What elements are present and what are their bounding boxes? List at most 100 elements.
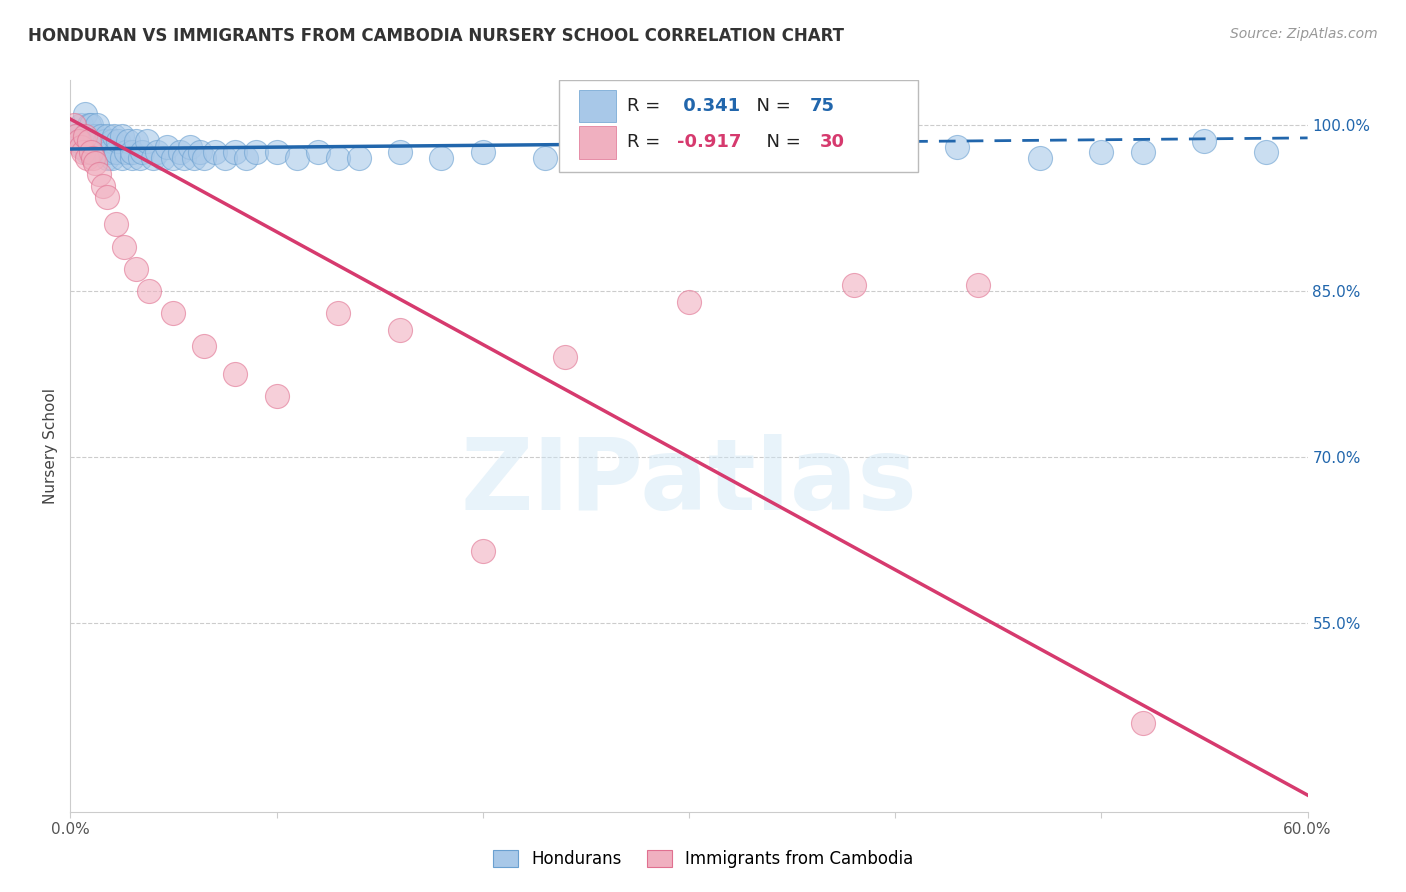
Point (1028, 151, 1050, 165)
Point (104, 218, 127, 232)
Point (1090, 145, 1112, 160)
Point (86, 134, 108, 148)
Point (82, 151, 104, 165)
Point (1256, 145, 1278, 160)
Text: ZIPatlas: ZIPatlas (461, 434, 917, 531)
Point (1194, 134, 1216, 148)
Point (73, 106, 96, 120)
Point (73, 128, 96, 143)
Point (471, 544, 494, 558)
Point (80, 140, 103, 154)
Point (96, 189, 118, 203)
Point (1132, 145, 1154, 160)
Point (131, 145, 153, 160)
Point (82, 145, 104, 160)
Point (67, 134, 90, 148)
Point (266, 389, 288, 403)
Point (111, 151, 134, 165)
Point (89, 145, 111, 160)
Text: 0.341: 0.341 (676, 97, 740, 115)
Point (842, 145, 865, 160)
Point (63, 118, 86, 132)
Point (193, 339, 215, 353)
Point (389, 145, 412, 160)
Point (162, 306, 184, 320)
Point (72, 140, 94, 154)
Point (142, 151, 165, 165)
Point (471, 145, 494, 160)
Point (224, 145, 246, 160)
Point (72, 145, 94, 160)
Point (389, 323, 412, 337)
Point (80, 145, 103, 160)
Text: R =: R = (627, 134, 666, 152)
Point (86, 118, 108, 132)
Point (533, 151, 555, 165)
Point (77, 128, 100, 143)
Legend: Hondurans, Immigrants from Cambodia: Hondurans, Immigrants from Cambodia (486, 843, 920, 875)
Point (94, 134, 117, 148)
Point (96, 151, 118, 165)
Point (103, 128, 125, 143)
Text: HONDURAN VS IMMIGRANTS FROM CAMBODIA NURSERY SCHOOL CORRELATION CHART: HONDURAN VS IMMIGRANTS FROM CAMBODIA NUR… (28, 27, 844, 45)
Text: N =: N = (755, 134, 806, 152)
Point (193, 151, 215, 165)
Point (183, 151, 205, 165)
Point (842, 278, 865, 293)
Point (121, 151, 143, 165)
Point (328, 306, 350, 320)
Point (90, 128, 112, 143)
Point (718, 151, 741, 165)
Text: 75: 75 (810, 97, 835, 115)
Point (135, 134, 157, 148)
Point (76, 151, 98, 165)
Text: R =: R = (627, 97, 666, 115)
Point (162, 151, 184, 165)
Text: N =: N = (745, 97, 796, 115)
Point (966, 278, 988, 293)
Point (214, 151, 236, 165)
Point (129, 151, 152, 165)
Point (77, 134, 100, 148)
Point (63, 128, 86, 143)
Point (98, 145, 121, 160)
Point (179, 140, 201, 154)
Point (104, 145, 127, 160)
Y-axis label: Nursery School: Nursery School (44, 388, 59, 504)
Point (245, 145, 267, 160)
Point (89, 168, 111, 182)
Point (285, 151, 308, 165)
Point (152, 151, 174, 165)
Point (1132, 716, 1154, 731)
Point (84, 156, 107, 170)
Point (115, 145, 138, 160)
Point (169, 145, 191, 160)
Point (91, 145, 114, 160)
Point (65, 128, 87, 143)
Point (224, 367, 246, 381)
Point (100, 151, 122, 165)
Text: 30: 30 (820, 134, 845, 152)
Point (307, 145, 329, 160)
Point (90, 140, 112, 154)
Point (347, 151, 370, 165)
Point (80, 128, 103, 143)
Point (121, 145, 143, 160)
Point (77, 118, 100, 132)
Point (146, 145, 169, 160)
Point (117, 134, 139, 148)
Point (946, 140, 969, 154)
Point (100, 134, 122, 148)
Point (138, 284, 160, 298)
Point (173, 151, 195, 165)
Point (84, 140, 107, 154)
Point (67, 134, 90, 148)
FancyBboxPatch shape (579, 90, 616, 122)
Point (69, 140, 91, 154)
Point (678, 294, 700, 309)
Point (156, 140, 179, 154)
Point (112, 239, 135, 253)
Point (595, 145, 617, 160)
Point (204, 145, 226, 160)
Point (235, 151, 257, 165)
